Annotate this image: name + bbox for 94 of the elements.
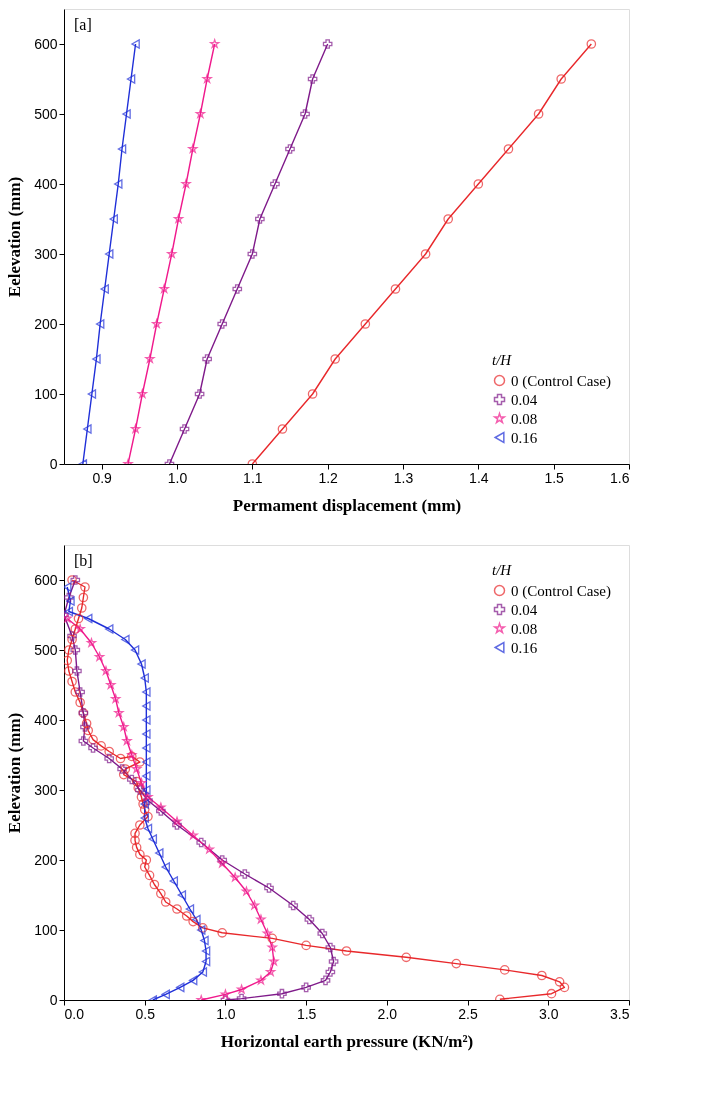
x-tick-label: 1.5 [296, 1005, 317, 1022]
point [92, 354, 101, 364]
legend-label: 0.16 [511, 639, 538, 656]
legend-label: 0.04 [511, 601, 538, 618]
point [195, 109, 205, 119]
point [83, 424, 92, 434]
y-axis-title: Eelevation (mm) [5, 176, 25, 298]
y-tick-label: 0 [49, 455, 58, 472]
legend-label: 0.08 [511, 620, 538, 637]
point [137, 389, 147, 399]
legend-label: 0 (Control Case) [511, 372, 611, 390]
point [307, 74, 318, 84]
point [420, 249, 431, 259]
y-tick-label: 100 [34, 921, 58, 938]
point [188, 144, 198, 154]
point [443, 214, 454, 224]
point [167, 249, 177, 259]
point [130, 424, 141, 434]
y-tick-label: 400 [34, 175, 58, 192]
x-tick-label: 1.4 [469, 469, 489, 486]
y-tick-label: 200 [34, 315, 58, 332]
point [277, 424, 288, 434]
x-tick-label: 1.0 [216, 1005, 236, 1022]
point [270, 179, 280, 189]
point [173, 214, 184, 224]
point [152, 319, 162, 329]
point [104, 249, 114, 259]
point [232, 284, 243, 294]
point [586, 39, 597, 49]
point [503, 144, 514, 154]
point [181, 179, 191, 189]
point [322, 39, 333, 49]
point [285, 144, 295, 154]
y-tick-label: 500 [34, 641, 58, 658]
legend-label: 0.04 [511, 391, 538, 408]
y-tick-label: 600 [34, 35, 58, 52]
x-tick-label: 1.3 [393, 469, 414, 486]
x-tick-label: 3.5 [610, 1005, 630, 1022]
legend-title: t/H [492, 352, 513, 368]
point [109, 214, 118, 224]
point [202, 354, 212, 364]
point [330, 354, 341, 364]
point [307, 389, 318, 399]
annotation: [a] [74, 16, 92, 33]
point [473, 179, 484, 189]
legend-label: 0 (Control Case) [511, 582, 611, 600]
x-tick-label: 0.0 [64, 1005, 85, 1022]
point [159, 284, 169, 294]
y-tick-label: 600 [34, 571, 58, 588]
point [247, 249, 258, 259]
x-tick-label: 0.9 [92, 469, 113, 486]
point [113, 179, 123, 189]
x-tick-label: 1.2 [318, 469, 339, 486]
point [117, 144, 127, 154]
point [360, 319, 371, 329]
point [179, 424, 190, 434]
point [100, 284, 109, 294]
point [87, 389, 97, 399]
y-tick-label: 100 [34, 385, 58, 402]
y-tick-label: 400 [34, 711, 58, 728]
point [217, 319, 228, 329]
y-tick-label: 500 [34, 105, 58, 122]
y-tick-label: 300 [34, 781, 58, 798]
point [390, 284, 401, 294]
x-tick-label: 1.5 [544, 469, 565, 486]
x-tick-label: 1.1 [243, 469, 263, 486]
point [202, 74, 212, 84]
legend-label: 0.08 [511, 410, 538, 427]
point [126, 74, 136, 84]
x-axis-title: Permament displacement (mm) [232, 495, 462, 515]
point [210, 39, 220, 49]
annotation: [b] [74, 552, 93, 569]
point [95, 319, 105, 329]
x-tick-label: 1.6 [610, 469, 630, 486]
point [300, 109, 310, 119]
x-tick-label: 2.0 [377, 1005, 398, 1022]
x-tick-label: 1.0 [167, 469, 188, 486]
y-tick-label: 0 [49, 991, 58, 1008]
point [255, 214, 265, 224]
x-tick-label: 2.5 [458, 1005, 479, 1022]
x-tick-label: 0.5 [135, 1005, 156, 1022]
point [145, 354, 155, 364]
point [556, 74, 567, 84]
legend-title: t/H [492, 562, 513, 578]
x-tick-label: 3.0 [539, 1005, 559, 1022]
y-axis-title: Eelevation (mm) [5, 712, 25, 834]
x-axis-title: Horizontal earth pressure (KN/m²) [220, 1031, 474, 1051]
point [533, 109, 544, 119]
point [122, 109, 131, 119]
y-tick-label: 300 [34, 245, 58, 262]
legend-label: 0.16 [511, 429, 538, 446]
point [131, 39, 140, 49]
point [194, 389, 205, 399]
y-tick-label: 200 [34, 851, 58, 868]
